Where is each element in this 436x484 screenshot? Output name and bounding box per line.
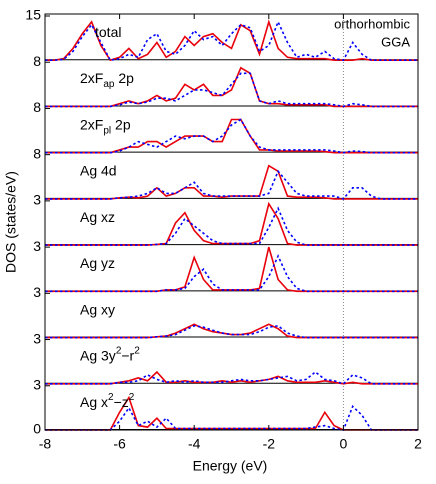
x-tick-label: -6 (113, 436, 126, 452)
dos-line (45, 19, 418, 62)
label-text: Ag 4d (80, 162, 117, 178)
label-text: −r (121, 347, 134, 363)
x-tick-label: 2 (414, 436, 422, 452)
panel-label: Ag 3y2−r2 (80, 346, 140, 364)
dos-line (45, 72, 418, 108)
label-sub: ap (103, 79, 115, 90)
label-text: Ag yz (80, 255, 115, 271)
label-sup: 2 (108, 392, 114, 403)
dos-line (45, 118, 418, 154)
dos-line (45, 405, 418, 431)
panel-label: Ag x2−z2 (80, 392, 135, 410)
y-tick-label: 3 (33, 238, 41, 254)
panel-label: Ag 4d (80, 162, 117, 178)
x-tick-label: -4 (188, 436, 201, 452)
panel-label: Ag yz (80, 255, 115, 271)
panel-label: Ag xy (80, 301, 115, 317)
panel-label: total (95, 24, 121, 40)
x-tick-label: 0 (340, 436, 348, 452)
y-tick-label: 3 (33, 192, 41, 208)
dos-line (45, 323, 418, 339)
dos-line (45, 206, 418, 246)
label-text: Ag 3y (80, 347, 116, 363)
annotation: GGA (381, 34, 410, 49)
label-sup: 2 (129, 392, 135, 403)
label-text: 2p (111, 116, 131, 132)
label-text: Ag xz (80, 209, 115, 225)
dos-line (45, 324, 418, 339)
panel-label: Ag xz (80, 209, 115, 225)
label-text: 2xF (80, 116, 103, 132)
y-tick-label: 8 (33, 53, 41, 69)
y-tick-label: 3 (33, 376, 41, 392)
label-sup: 2 (116, 346, 122, 357)
y-tick-label: 3 (33, 284, 41, 300)
annotation: orthorhombic (334, 16, 410, 31)
dos-line (45, 370, 418, 385)
y-tick-label: 8 (33, 99, 41, 115)
x-axis-label: Energy (eV) (193, 458, 268, 474)
label-text: −z (114, 393, 129, 409)
y-tick-label: 15 (25, 7, 41, 23)
y-tick-label: 8 (33, 145, 41, 161)
label-text: Ag x (80, 393, 108, 409)
panel-label: 2xFap 2p (80, 70, 134, 90)
panel-label: 2xFpl 2p (80, 116, 131, 136)
plot-frame (44, 13, 419, 431)
dos-line (45, 19, 418, 62)
label-text: Ag xy (80, 301, 115, 317)
label-sub: pl (103, 126, 111, 137)
dos-line (45, 254, 418, 293)
label-text: 2xF (80, 70, 103, 86)
y-axis-label: DOS (states/eV) (3, 171, 19, 273)
x-tick-label: -8 (39, 436, 52, 452)
label-sup: 2 (134, 346, 140, 357)
y-tick-label: 0 (33, 421, 41, 437)
label-text: total (95, 24, 121, 40)
label-text: 2p (114, 70, 134, 86)
y-tick-label: 3 (33, 330, 41, 346)
dos-line (45, 169, 418, 200)
x-tick-label: -2 (263, 436, 276, 452)
